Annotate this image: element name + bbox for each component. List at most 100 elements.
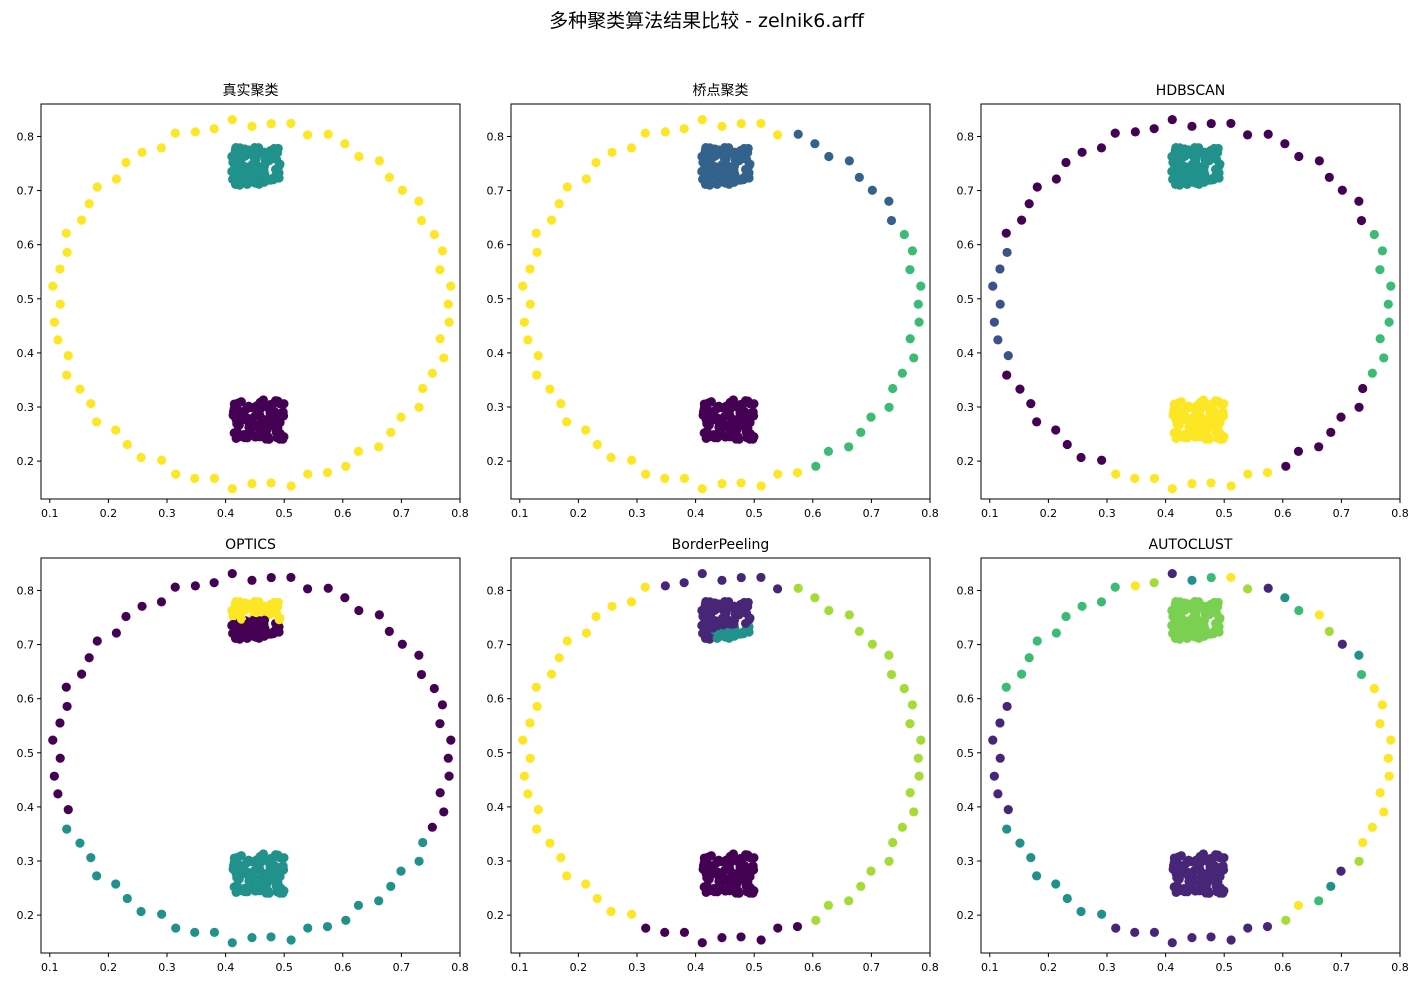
data-point (606, 452, 616, 463)
data-point (323, 129, 333, 139)
x-tick-label: 0.7 (1333, 507, 1351, 520)
data-point (279, 432, 289, 442)
data-point (700, 177, 711, 188)
data-point (61, 682, 71, 692)
data-point (905, 719, 915, 729)
scatter-points (518, 568, 926, 948)
data-point (519, 317, 529, 327)
data-point (1172, 146, 1183, 156)
data-point (627, 909, 637, 919)
data-point (748, 407, 758, 417)
data-point (697, 568, 707, 579)
x-tick-label: 0.6 (804, 961, 822, 974)
data-point (61, 228, 71, 238)
data-point (62, 701, 72, 712)
data-point (698, 165, 708, 176)
data-point (260, 628, 270, 638)
data-point (247, 871, 258, 881)
data-point (792, 467, 803, 478)
data-point (749, 886, 759, 896)
data-point (562, 417, 572, 427)
data-point (702, 880, 712, 890)
data-point (247, 575, 257, 585)
y-tick-label: 0.3 (17, 855, 35, 868)
x-tick-label: 0.7 (863, 507, 881, 520)
data-point (157, 455, 167, 465)
data-point (702, 600, 713, 610)
data-point (1051, 879, 1061, 889)
data-point (995, 718, 1005, 728)
data-point (1354, 402, 1364, 412)
data-point (884, 650, 894, 660)
data-point (1219, 399, 1229, 409)
data-point (232, 880, 242, 890)
data-point (1280, 593, 1290, 603)
data-point (1190, 143, 1200, 153)
y-tick-label: 0.6 (17, 239, 35, 252)
data-point (266, 572, 276, 583)
data-point (1016, 215, 1027, 225)
data-point (712, 633, 722, 643)
data-point (726, 165, 736, 175)
data-point (1375, 788, 1385, 798)
data-point (55, 264, 65, 274)
data-point (1206, 932, 1216, 942)
data-point (251, 153, 261, 164)
data-point (1176, 851, 1186, 861)
data-point (518, 281, 528, 291)
data-point (1015, 838, 1025, 848)
data-point (340, 139, 350, 149)
data-point (1191, 153, 1201, 164)
data-point (1076, 452, 1086, 463)
data-point (824, 605, 834, 616)
data-point (1263, 129, 1273, 139)
data-point (121, 157, 131, 168)
data-point (239, 433, 250, 443)
y-tick-label: 0.7 (487, 185, 505, 198)
data-point (854, 626, 864, 636)
data-point (562, 182, 572, 192)
data-point (247, 121, 257, 131)
data-point (709, 433, 720, 443)
data-point (627, 455, 637, 465)
data-point (268, 173, 278, 184)
data-point (75, 384, 85, 394)
data-point (227, 568, 237, 579)
data-point (75, 838, 85, 848)
data-point (905, 334, 915, 344)
data-point (55, 753, 65, 763)
data-point (255, 864, 265, 874)
data-point (1096, 143, 1107, 153)
data-point (92, 871, 102, 881)
data-point (53, 335, 63, 345)
data-point (1281, 915, 1291, 925)
data-point (735, 399, 745, 410)
data-point (1168, 611, 1178, 622)
data-point (268, 419, 278, 429)
data-point (1024, 199, 1034, 209)
data-point (749, 399, 759, 409)
data-point (416, 215, 427, 226)
data-point (1356, 215, 1367, 226)
data-point (607, 147, 617, 157)
x-tick-label: 0.2 (1040, 961, 1058, 974)
data-point (209, 927, 220, 937)
data-point (444, 317, 454, 327)
data-point (532, 824, 542, 834)
data-point (1183, 164, 1194, 174)
data-point (1263, 583, 1273, 593)
x-tick-label: 0.8 (921, 507, 939, 520)
data-point (1179, 887, 1190, 897)
data-point (525, 718, 535, 728)
data-point (353, 446, 364, 456)
data-point (823, 446, 834, 456)
data-point (1314, 610, 1324, 620)
data-point (1182, 600, 1192, 610)
data-point (525, 753, 535, 763)
data-point (1354, 856, 1364, 866)
data-point (641, 469, 651, 479)
data-point (1379, 807, 1389, 817)
data-point (384, 172, 394, 182)
data-point (1205, 399, 1215, 410)
data-point (866, 412, 876, 422)
